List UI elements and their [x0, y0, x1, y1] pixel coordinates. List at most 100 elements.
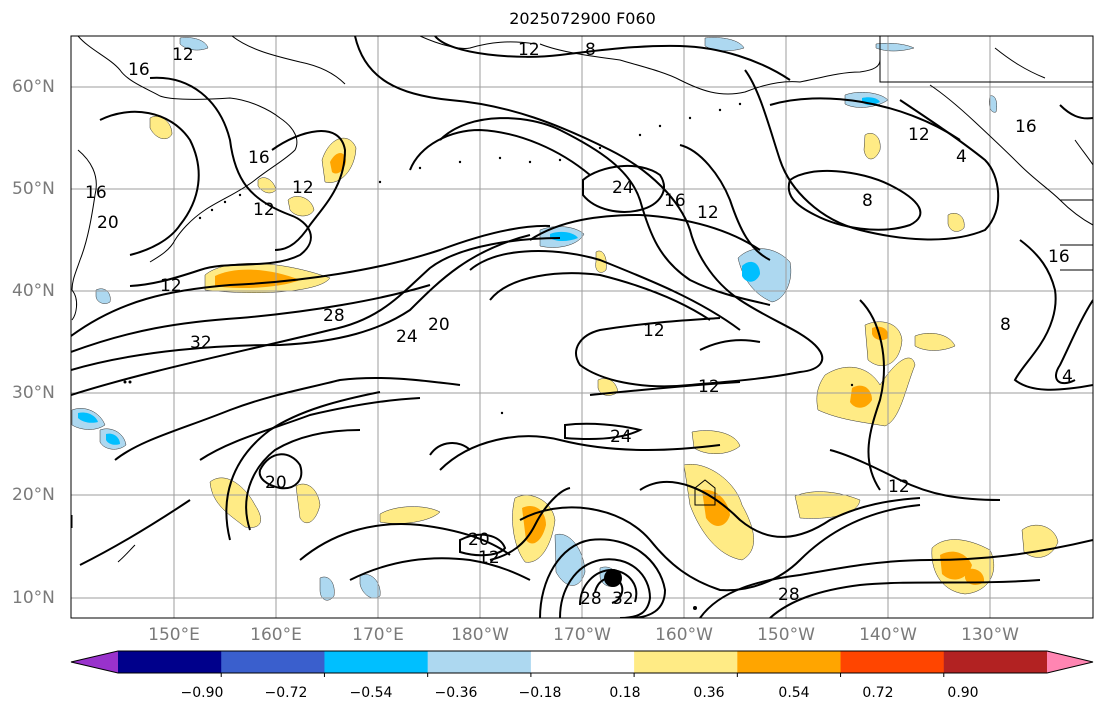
- shade-negative: [875, 42, 915, 52]
- contour-label: 12: [292, 178, 314, 198]
- colorbar-extend-max: [1047, 651, 1093, 673]
- shade-negative: [319, 576, 335, 601]
- colorbar-tick-label: 0.90: [947, 685, 979, 701]
- contour-label: 12: [698, 377, 720, 397]
- lon-label: 150°E: [148, 625, 200, 645]
- colorbar-segment: [427, 651, 532, 673]
- contour-label: 20: [468, 530, 490, 550]
- contour-label: 32: [612, 589, 634, 609]
- shading-layer: [71, 37, 1059, 601]
- lat-label: 40°N: [12, 281, 55, 301]
- lat-label: 30°N: [12, 383, 55, 403]
- colorbar-tick-label: 0.72: [862, 685, 894, 701]
- colorbar-segment: [737, 651, 842, 673]
- colorbar-segment: [634, 651, 738, 673]
- shade-strong-positive: [850, 385, 872, 408]
- colorbar-tick-label: −0.18: [518, 685, 562, 701]
- colorbar-extend-min: [71, 651, 118, 673]
- plot-frame: [70, 35, 1094, 619]
- colorbar: [70, 650, 1094, 677]
- colorbar-tick-label: 0.36: [693, 685, 725, 701]
- contour-label: 16: [248, 148, 270, 168]
- colorbar-tick-label: −0.54: [349, 685, 393, 701]
- colorbar-segment: [840, 651, 945, 673]
- contour-label: 12: [643, 321, 665, 341]
- contour-label: 4: [1062, 367, 1073, 387]
- colorbar-segment: [530, 651, 635, 673]
- shade-positive: [287, 196, 315, 217]
- contour-label: 28: [778, 585, 800, 605]
- colorbar-tick-label: −0.36: [434, 685, 478, 701]
- colorbar-tick-label: 0.54: [778, 685, 810, 701]
- colorbar-segment: [324, 651, 429, 673]
- contour-label: 20: [428, 315, 450, 335]
- lon-label: 160°E: [250, 625, 302, 645]
- shade-strong-positive: [215, 269, 300, 288]
- contour-label: 12: [160, 276, 182, 296]
- lon-label: 180°W: [451, 625, 509, 645]
- shade-positive: [947, 212, 965, 232]
- shade-negative: [95, 288, 111, 304]
- lat-label: 20°N: [12, 485, 55, 505]
- lon-label: 140°W: [859, 625, 917, 645]
- lon-label: 130°W: [961, 625, 1019, 645]
- shade-positive: [295, 483, 321, 524]
- contour-label: 32: [190, 333, 212, 353]
- contour-label: 12: [697, 203, 719, 223]
- shade-strong-negative: [106, 433, 120, 445]
- shade-positive: [209, 477, 261, 528]
- shade-strong-negative: [742, 261, 760, 282]
- colorbar-segment: [221, 651, 325, 673]
- coastlines: [71, 36, 1093, 563]
- contour-labels: 12 16 16 16 20 12 12 12 28 32 24 20 12 8…: [85, 40, 1073, 609]
- contour-label: 12: [888, 477, 910, 497]
- lat-label: 10°N: [12, 588, 55, 608]
- shade-negative: [989, 95, 997, 113]
- shade-negative: [359, 574, 381, 599]
- contour-label: 28: [580, 589, 602, 609]
- colorbar-outline: [70, 650, 1094, 674]
- contour-label: 12: [908, 125, 930, 145]
- shade-strong-positive: [872, 326, 889, 341]
- contour-label: 16: [664, 191, 686, 211]
- lon-label: 170°W: [553, 625, 611, 645]
- shade-strong-positive: [965, 568, 985, 585]
- shade-positive: [863, 133, 881, 160]
- contour-label: 12: [518, 40, 540, 60]
- contour-label: 16: [128, 60, 150, 80]
- shade-positive: [691, 430, 741, 454]
- map-title: 2025072900 F060: [509, 9, 656, 28]
- contour-label: 12: [478, 548, 500, 568]
- lat-label: 60°N: [12, 77, 55, 97]
- lon-label: 160°W: [655, 625, 713, 645]
- colorbar-tick-label: 0.18: [609, 685, 641, 701]
- shade-negative: [179, 37, 209, 51]
- shade-positive: [595, 250, 607, 273]
- contour-label: 4: [956, 147, 967, 167]
- shade-strong-negative: [78, 412, 98, 423]
- contour-label: 16: [85, 183, 107, 203]
- shade-positive: [379, 506, 441, 524]
- contour-label: 24: [610, 427, 632, 447]
- contour-label: 24: [612, 178, 634, 198]
- contour-label: 8: [585, 40, 596, 60]
- storm-center-marker: [604, 569, 622, 587]
- contour-label: 16: [1015, 117, 1037, 137]
- shade-positive: [257, 177, 277, 194]
- contour-label: 20: [265, 473, 287, 493]
- shade-positive: [914, 333, 956, 351]
- colorbar-tick-label: −0.90: [180, 685, 224, 701]
- lon-label: 150°W: [757, 625, 815, 645]
- lon-label: 170°E: [352, 625, 404, 645]
- contour-label: 24: [396, 327, 418, 347]
- shade-positive: [794, 491, 861, 519]
- shade-strong-positive: [702, 489, 730, 526]
- contour-label: 28: [323, 306, 345, 326]
- contour-label: 8: [1000, 315, 1011, 335]
- contour-label: 20: [97, 213, 119, 233]
- contour-label: 12: [172, 45, 194, 65]
- lat-label: 50°N: [12, 179, 55, 199]
- contour-label: 12: [253, 200, 275, 220]
